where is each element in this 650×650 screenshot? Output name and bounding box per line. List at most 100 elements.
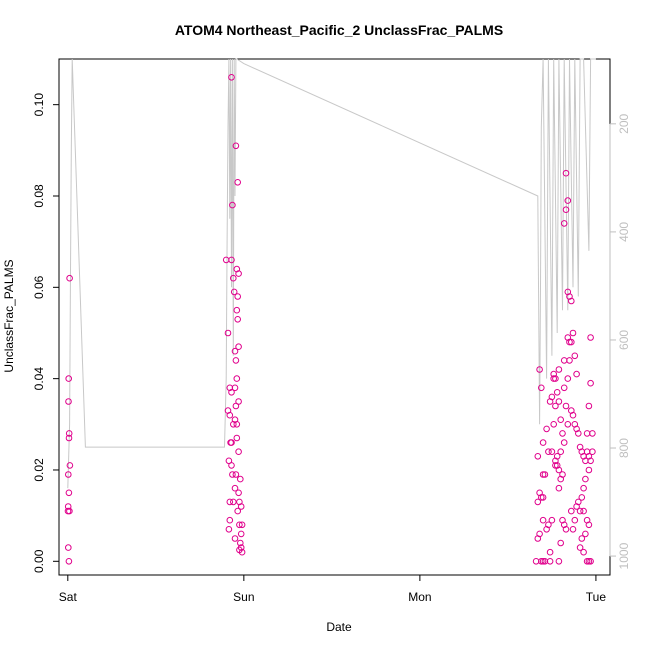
data-point xyxy=(569,411,577,419)
secondary-y-axis: 200 400 600 800 1000 xyxy=(609,114,631,569)
data-point xyxy=(231,347,239,355)
data-point xyxy=(587,558,594,565)
data-point xyxy=(233,306,241,314)
data-point xyxy=(568,507,575,515)
data-point xyxy=(65,434,73,442)
data-point xyxy=(235,343,242,351)
data-point xyxy=(587,334,594,341)
secondary-y-tick-label: 1000 xyxy=(617,542,631,569)
data-point xyxy=(224,329,232,337)
data-point xyxy=(64,503,72,510)
data-point xyxy=(65,471,72,478)
data-point xyxy=(230,288,238,296)
x-tick-label: Sun xyxy=(233,590,254,604)
data-point xyxy=(575,430,582,437)
y-tick-label: 0.00 xyxy=(32,549,46,573)
y-tick-label: 0.04 xyxy=(32,367,46,391)
data-point xyxy=(569,526,577,533)
data-point xyxy=(548,448,556,456)
data-point xyxy=(536,366,543,373)
data-points-layer xyxy=(64,74,596,565)
data-point xyxy=(230,274,237,282)
data-point xyxy=(562,206,570,213)
data-point xyxy=(552,462,559,469)
data-point xyxy=(534,453,542,460)
data-point xyxy=(545,448,552,456)
data-point xyxy=(228,256,235,264)
data-point xyxy=(589,448,596,456)
x-tick-label: Sat xyxy=(59,590,78,604)
data-point xyxy=(534,498,542,506)
data-point xyxy=(585,453,593,460)
data-point xyxy=(538,558,545,565)
data-point xyxy=(573,425,580,433)
series-line-layer xyxy=(67,58,596,489)
data-point xyxy=(564,197,572,204)
data-point xyxy=(557,416,565,424)
data-point xyxy=(237,503,245,510)
data-point xyxy=(582,475,589,483)
data-point xyxy=(539,516,547,524)
y-tick-label: 0.08 xyxy=(32,184,46,208)
data-point xyxy=(539,558,547,565)
data-point xyxy=(228,439,235,446)
data-point xyxy=(573,503,580,510)
data-point xyxy=(225,526,233,533)
data-point xyxy=(553,453,561,460)
data-point xyxy=(560,384,568,392)
secondary-y-tick-label: 400 xyxy=(617,222,631,242)
data-point xyxy=(234,507,241,515)
data-point xyxy=(222,256,230,264)
data-point xyxy=(580,507,587,515)
data-point xyxy=(557,539,565,547)
data-point xyxy=(233,421,241,428)
data-point xyxy=(65,398,72,405)
data-point xyxy=(65,375,72,382)
data-point xyxy=(555,366,563,373)
data-point xyxy=(571,352,579,360)
data-point xyxy=(543,425,550,433)
x-axis: Sat Sun Mon Tue xyxy=(59,574,606,604)
data-point xyxy=(555,398,563,405)
x-tick-label: Mon xyxy=(408,590,431,604)
data-point xyxy=(231,535,239,542)
data-point xyxy=(564,288,572,296)
data-point xyxy=(539,494,547,501)
data-point xyxy=(233,375,241,382)
data-point xyxy=(539,439,547,446)
data-point xyxy=(552,375,559,382)
data-point xyxy=(552,402,559,410)
chart-title: ATOM4 Northeast_Pacific_2 UnclassFrac_PA… xyxy=(175,22,503,38)
data-point xyxy=(562,169,570,177)
data-point xyxy=(559,516,566,524)
data-point xyxy=(65,544,72,551)
data-point xyxy=(228,462,235,469)
data-point xyxy=(555,484,563,492)
data-point xyxy=(237,530,245,538)
data-point xyxy=(235,270,242,277)
data-point xyxy=(237,475,244,483)
data-point xyxy=(226,498,234,506)
data-point xyxy=(546,548,554,556)
data-point xyxy=(234,316,241,323)
data-point xyxy=(550,370,558,378)
data-point xyxy=(568,297,575,305)
data-point xyxy=(232,471,240,478)
data-point xyxy=(235,489,242,497)
data-point xyxy=(231,384,239,392)
data-point xyxy=(559,471,566,478)
data-point xyxy=(587,379,594,387)
data-point xyxy=(580,484,587,492)
data-point xyxy=(583,430,591,437)
data-point xyxy=(541,471,549,478)
x-axis-label: Date xyxy=(326,620,352,634)
data-point xyxy=(233,434,241,442)
data-point xyxy=(560,220,568,227)
plot-frame xyxy=(58,58,611,576)
secondary-y-tick-label: 600 xyxy=(617,330,631,350)
data-point xyxy=(585,521,593,529)
data-point xyxy=(232,142,240,150)
data-point xyxy=(553,389,561,396)
data-point xyxy=(573,370,580,378)
